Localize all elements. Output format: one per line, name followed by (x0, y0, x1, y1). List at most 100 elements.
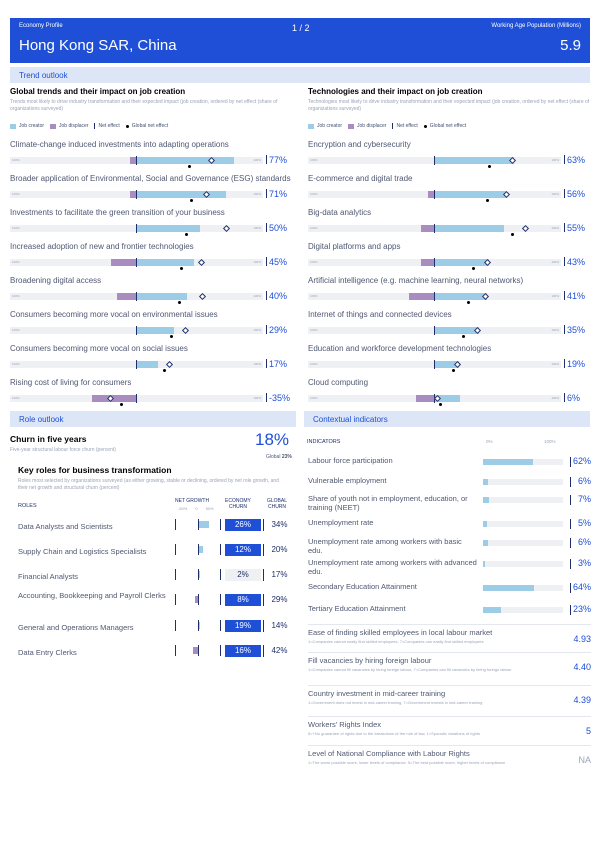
net-effect-marker (197, 258, 205, 267)
trend-row: Investments to facilitate the green tran… (10, 208, 293, 238)
trend-row: Cloud computing 100% 100% 6% (308, 378, 591, 408)
global-net-effect-dot (177, 301, 181, 304)
scale-right: 100% (551, 158, 559, 162)
net-growth-min-tick (175, 645, 176, 656)
churn-global: Global 23% (266, 454, 292, 460)
global-net-effect-dot (119, 403, 123, 406)
global-net-effect-dot (180, 267, 184, 270)
job-creator-bar (435, 327, 480, 334)
value-separator (570, 583, 571, 593)
indicator-value: 62% (572, 456, 591, 466)
churn-title: Churn in five years (10, 434, 87, 444)
economy-churn: 19% (225, 620, 261, 632)
job-displacer-bar (416, 395, 434, 402)
economy-churn: 16% (225, 645, 261, 657)
global-net-effect-icon (125, 124, 129, 128)
job-creator-bar (137, 225, 200, 232)
net-growth-bar (199, 546, 203, 553)
indicator-track (483, 521, 563, 527)
trend-row: Education and workforce development tech… (308, 344, 591, 374)
indicator-name: Secondary Education Attainment (308, 582, 417, 591)
scale-left: 100% (12, 396, 20, 400)
indicator-name: Labour force participation (308, 456, 393, 465)
zero-axis (136, 326, 137, 335)
role-name: Supply Chain and Logistics Specialists (18, 547, 147, 556)
value-separator (266, 189, 267, 198)
indicator-track (483, 479, 563, 485)
score-description: 1=Companies cannot easily find skilled e… (308, 639, 484, 644)
trend-row: Big-data analytics 100% 100% 55% (308, 208, 591, 238)
global-net-effect-dot (162, 369, 166, 372)
job-displacer-bar (129, 157, 136, 164)
scale-left: 100% (12, 260, 20, 264)
legend-right: Job creator Job displacer Net effect Glo… (308, 123, 466, 129)
scale-left: 100% (12, 158, 20, 162)
economy-label: ECONOMY (225, 498, 251, 504)
indicator-name: Unemployment rate (308, 518, 374, 527)
scale-zero: 0 (195, 506, 198, 511)
trend-row: Artificial intelligence (e.g. machine le… (308, 276, 591, 306)
global-net-effect-icon (423, 124, 427, 128)
zero-axis (136, 292, 137, 301)
score-name: Ease of finding skilled employees in loc… (308, 628, 493, 637)
value-separator (570, 477, 571, 487)
trend-value: 63% (567, 155, 586, 165)
net-growth-header: NET GROWTH (175, 498, 210, 504)
global-churn: 29% (263, 594, 295, 606)
trend-row: Encryption and cybersecurity 100% 100% 63% (308, 140, 591, 170)
trend-row: E-commerce and digital trade 100% 100% 56% (308, 174, 591, 204)
score-separator (308, 624, 591, 625)
indicator-name: Unemployment rate among workers with adv… (308, 558, 477, 577)
scale-right: 100% (253, 294, 261, 298)
scale-right: 100% (253, 260, 261, 264)
scale-left: 100% (12, 362, 20, 366)
wap-value: 5.9 (560, 37, 581, 54)
net-growth-zero-axis (198, 620, 199, 631)
key-roles-title: Key roles for business transformation (18, 465, 172, 475)
trend-track: 100% 100% (308, 292, 561, 304)
job-displacer-bar (408, 293, 434, 300)
score-name: Fill vacancies by hiring foreign labour (308, 656, 432, 665)
legend-displacer: Job displacer (59, 123, 89, 129)
value-separator (564, 359, 565, 368)
net-growth-min-tick (175, 594, 176, 605)
global-net-effect-dot (467, 301, 471, 304)
value-separator (570, 495, 571, 505)
scale-right: 100% (551, 396, 559, 400)
trend-track: 100% 100% (10, 360, 263, 372)
indicator-fill (483, 521, 487, 527)
score-separator (308, 652, 591, 653)
value-separator (570, 559, 571, 569)
score-description: 5=+No guarantee of rights due to the bre… (308, 731, 480, 736)
job-creator-bar (435, 361, 459, 368)
trend-value: 43% (567, 257, 586, 267)
job-creator-bar (435, 157, 515, 164)
economy-churn: 8% (225, 594, 261, 606)
role-name: Accounting, Bookkeeping and Payroll Cler… (18, 591, 166, 600)
global-net-effect-dot (488, 165, 492, 168)
net-growth-bar (194, 596, 198, 603)
value-separator (570, 605, 571, 615)
trend-track: 100% 100% (308, 224, 561, 236)
trend-label: Rising cost of living for consumers (10, 378, 132, 387)
job-creator-bar (435, 225, 505, 232)
score-separator (308, 716, 591, 717)
legend-net: Net effect (98, 123, 120, 129)
net-growth-min-tick (175, 519, 176, 530)
trend-track: 100% 100% (308, 394, 561, 406)
value-separator (564, 257, 565, 266)
trend-outlook-band: Trend outlook (10, 67, 590, 83)
indicator-name: Tertiary Education Attainment (308, 604, 406, 613)
indicator-track (483, 540, 563, 546)
global-net-effect-dot (439, 403, 443, 406)
job-creator-bar (137, 191, 227, 198)
legend-global: Global net effect (131, 123, 169, 129)
trend-track: 100% 100% (308, 326, 561, 338)
value-separator (266, 393, 267, 402)
legend-net: Net effect (396, 123, 418, 129)
page-indicator[interactable]: 1 / 2 (292, 23, 310, 33)
indicator-value: 6% (577, 537, 591, 547)
indicator-scale-min: 0% (486, 439, 493, 444)
scale-left: 100% (310, 158, 318, 162)
trend-label: Internet of things and connected devices (308, 310, 452, 319)
